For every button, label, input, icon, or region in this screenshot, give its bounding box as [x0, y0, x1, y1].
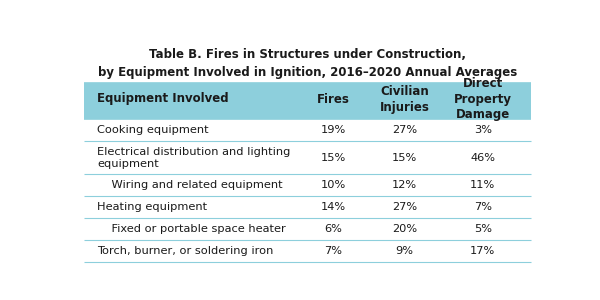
Text: Equipment Involved: Equipment Involved [97, 92, 229, 105]
Text: 46%: 46% [470, 153, 495, 163]
Text: 5%: 5% [474, 224, 492, 234]
Text: Direct
Property
Damage: Direct Property Damage [454, 77, 512, 122]
Text: Civilian
Injuries: Civilian Injuries [380, 85, 430, 114]
Text: 20%: 20% [392, 224, 417, 234]
Bar [84, 83, 530, 119]
Text: 27%: 27% [392, 125, 417, 135]
Text: 9%: 9% [395, 246, 413, 256]
Text: Fixed or portable space heater: Fixed or portable space heater [97, 224, 286, 234]
Text: 11%: 11% [470, 180, 496, 190]
Text: Torch, burner, or soldering iron: Torch, burner, or soldering iron [97, 246, 274, 256]
Text: Heating equipment: Heating equipment [97, 202, 207, 212]
Text: 17%: 17% [470, 246, 496, 256]
Text: 7%: 7% [324, 246, 342, 256]
Text: 15%: 15% [392, 153, 417, 163]
Text: 27%: 27% [392, 202, 417, 212]
Text: 15%: 15% [320, 153, 346, 163]
Text: 3%: 3% [474, 125, 492, 135]
Text: 7%: 7% [474, 202, 492, 212]
Text: Fires: Fires [317, 93, 350, 106]
Text: 14%: 14% [320, 202, 346, 212]
Text: 19%: 19% [320, 125, 346, 135]
Text: Electrical distribution and lighting
equipment: Electrical distribution and lighting equ… [97, 147, 290, 169]
Text: Cooking equipment: Cooking equipment [97, 125, 209, 135]
Text: Table B. Fires in Structures under Construction,
by Equipment Involved in Igniti: Table B. Fires in Structures under Const… [98, 48, 517, 79]
Text: 10%: 10% [320, 180, 346, 190]
Text: Wiring and related equipment: Wiring and related equipment [97, 180, 283, 190]
Text: 6%: 6% [324, 224, 342, 234]
Text: 12%: 12% [392, 180, 417, 190]
